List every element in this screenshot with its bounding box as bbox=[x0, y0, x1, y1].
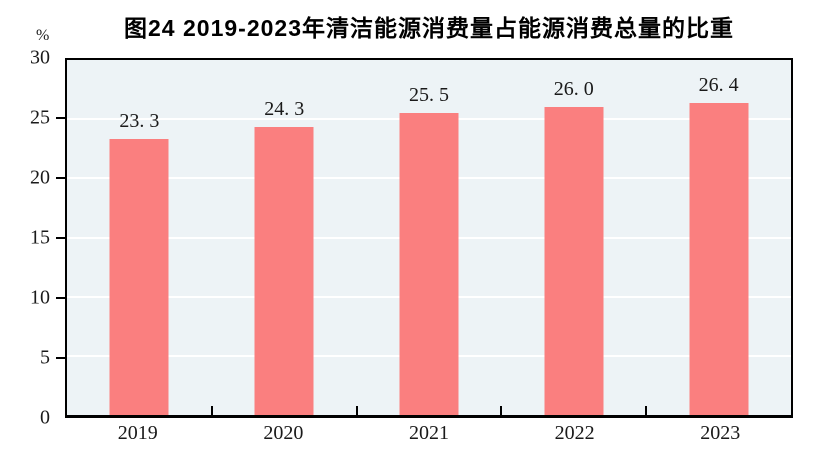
bar-2022 bbox=[544, 107, 604, 415]
x-category-tick bbox=[355, 406, 358, 415]
bar-value-label-2022: 26. 0 bbox=[553, 78, 594, 101]
y-axis-label-0: 0 bbox=[40, 406, 50, 429]
y-axis-label-20: 20 bbox=[30, 166, 50, 189]
y-axis-label-5: 5 bbox=[40, 346, 50, 369]
x-category-tick bbox=[645, 406, 648, 415]
y-axis-label-15: 15 bbox=[30, 226, 50, 249]
bar-2019 bbox=[109, 139, 169, 415]
bar-value-label-2020: 24. 3 bbox=[264, 98, 305, 121]
y-axis: 0 5 10 15 20 25 30 bbox=[0, 47, 65, 429]
x-axis-label-2022: 2022 bbox=[554, 422, 595, 444]
y-axis-tick bbox=[56, 297, 65, 299]
y-axis-tick bbox=[56, 117, 65, 119]
x-axis: 2019 2020 2021 2022 2023 bbox=[65, 420, 793, 452]
x-axis-label-2019: 2019 bbox=[117, 422, 158, 444]
y-axis-tick bbox=[56, 177, 65, 179]
bar-value-label-2023: 26. 4 bbox=[698, 73, 739, 96]
bar-2020 bbox=[254, 127, 314, 415]
bar-value-label-2019: 23. 3 bbox=[119, 110, 160, 133]
bar-value-label-2021: 25. 5 bbox=[409, 84, 449, 107]
bar-2023 bbox=[689, 102, 749, 415]
y-axis-tick bbox=[56, 237, 65, 239]
x-axis-label-2023: 2023 bbox=[700, 422, 741, 444]
y-axis-tick bbox=[56, 357, 65, 359]
x-axis-label-2020: 2020 bbox=[263, 422, 304, 444]
bar-2021 bbox=[399, 113, 459, 415]
y-axis-label-30: 30 bbox=[30, 46, 50, 69]
y-axis-label-10: 10 bbox=[30, 286, 50, 309]
x-axis-label-2021: 2021 bbox=[409, 422, 449, 444]
chart-title: 图24 2019-2023年清洁能源消费量占能源消费总量的比重 bbox=[124, 15, 734, 41]
x-category-tick bbox=[500, 406, 503, 415]
y-axis-unit-label: % bbox=[36, 27, 50, 44]
x-category-tick bbox=[210, 406, 213, 415]
plot-area: 23. 3 24. 3 25. 5 26. 0 26. 4 bbox=[65, 58, 793, 418]
y-axis-label-25: 25 bbox=[30, 106, 50, 129]
